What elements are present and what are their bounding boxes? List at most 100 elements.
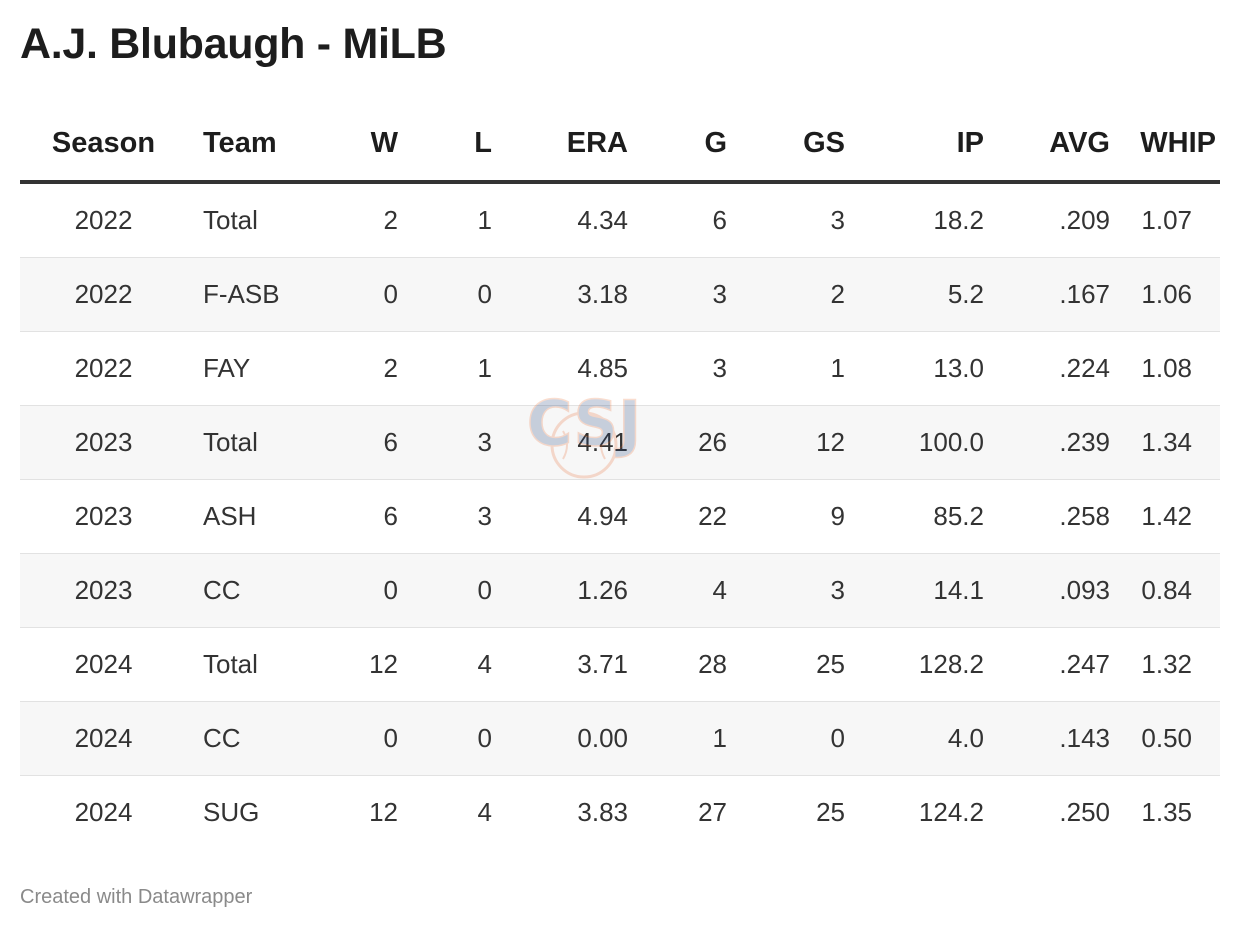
cell-avg: .239 [998, 405, 1124, 480]
cell-team: F-ASB [187, 257, 311, 332]
cell-team: CC [187, 701, 311, 776]
cell-gs: 3 [741, 182, 859, 258]
cell-season: 2023 [20, 479, 187, 554]
col-header-season[interactable]: Season [20, 106, 187, 184]
cell-w: 2 [311, 331, 412, 406]
cell-season: 2024 [20, 627, 187, 702]
cell-avg: .247 [998, 627, 1124, 702]
cell-gs: 25 [741, 627, 859, 702]
cell-ip: 85.2 [859, 479, 998, 554]
cell-g: 28 [642, 627, 741, 702]
table-row: 2023 Total 6 3 4.41 26 12 100.0.239 1.34 [20, 405, 1220, 480]
cell-g: 6 [642, 182, 741, 258]
col-header-era[interactable]: ERA [505, 106, 642, 184]
cell-team: FAY [187, 331, 311, 406]
cell-w: 12 [369, 797, 398, 827]
cell-g: 26 [642, 405, 741, 480]
table-body: 2022 Total 2 1 4.34 6 3 18.2.209 1.07 2022 F-ASB 0 0… [20, 182, 1220, 849]
cell-avg: .258 [998, 479, 1124, 554]
cell-whip: 1.34 [1124, 405, 1220, 480]
cell-g: 3 [642, 331, 741, 406]
cell-l: 1 [412, 182, 505, 258]
cell-l: 0 [412, 701, 505, 776]
cell-whip: 1.32 [1124, 627, 1220, 702]
cell-g: 1 [642, 701, 741, 776]
table-row: 2024 CC 0 0 0.00 1 0 4.0.143 0.50 [20, 701, 1220, 776]
cell-team: ASH [187, 479, 311, 554]
cell-gs: 25 [816, 797, 845, 827]
col-header-gs[interactable]: GS [741, 106, 859, 184]
cell-gs: 2 [741, 257, 859, 332]
cell-g: 27 [698, 797, 727, 827]
cell-season: 2023 [20, 553, 187, 628]
cell-g: 4 [642, 553, 741, 628]
table-row: 2023 CC 0 0 1.26 4 3 14.1.093 0.84 [20, 553, 1220, 628]
cell-era: 4.34 [505, 182, 642, 258]
cell-l: 0 [412, 553, 505, 628]
cell-ip: 128.2 [859, 627, 998, 702]
cell-gs: 9 [741, 479, 859, 554]
col-header-whip[interactable]: WHIP [1124, 106, 1220, 184]
cell-w: 0 [311, 553, 412, 628]
cell-gs: 1 [741, 331, 859, 406]
cell-gs: 3 [741, 553, 859, 628]
cell-w: 0 [311, 701, 412, 776]
cell-ip: 4.0 [859, 701, 998, 776]
cell-g: 22 [642, 479, 741, 554]
stats-table: Season Team W L ERA G GS IP AVG WHIP 202… [20, 106, 1220, 849]
table-row: 2022 FAY 2 1 4.85 3 1 13.0.224 1.08 [20, 331, 1220, 406]
col-header-w[interactable]: W [311, 106, 412, 184]
cell-era: 3.71 [505, 627, 642, 702]
cell-whip: 1.08 [1124, 331, 1220, 406]
cell-team: Total [187, 405, 311, 480]
cell-avg: .143 [998, 701, 1124, 776]
footer-credit[interactable]: Created with Datawrapper [20, 886, 253, 908]
cell-whip: 1.35 [1141, 797, 1192, 827]
cell-l: 0 [412, 257, 505, 332]
col-header-team[interactable]: Team [187, 106, 311, 184]
cell-l: 3 [412, 479, 505, 554]
cell-ip: 14.1 [859, 553, 998, 628]
table-header-row: Season Team W L ERA G GS IP AVG WHIP [20, 106, 1220, 184]
table-row: 2023 ASH 6 3 4.94 22 9 85.2.258 1.42 [20, 479, 1220, 554]
cell-l: 1 [412, 331, 505, 406]
cell-season: 2023 [20, 405, 187, 480]
col-header-g[interactable]: G [642, 106, 741, 184]
cell-avg: .093 [998, 553, 1124, 628]
cell-w: 0 [311, 257, 412, 332]
cell-w: 2 [311, 182, 412, 258]
col-header-ip[interactable]: IP [859, 106, 998, 184]
cell-season: 2022 [20, 257, 187, 332]
cell-ip: 5.2 [859, 257, 998, 332]
col-header-avg[interactable]: AVG [998, 106, 1124, 184]
cell-era: 4.85 [505, 331, 642, 406]
table-row: 2024 SUG 12 4 3.83 27 25 124.2 .250 1.35 [20, 776, 1220, 850]
cell-season: 2022 [20, 182, 187, 258]
cell-era: 3.18 [505, 257, 642, 332]
cell-team: CC [187, 553, 311, 628]
cell-l: 3 [412, 405, 505, 480]
cell-team: Total [187, 627, 311, 702]
cell-whip: 0.84 [1124, 553, 1220, 628]
cell-w: 12 [311, 627, 412, 702]
col-header-l[interactable]: L [412, 106, 505, 184]
cell-ip: 100.0 [859, 405, 998, 480]
cell-whip: 1.06 [1124, 257, 1220, 332]
cell-w: 6 [311, 479, 412, 554]
cell-w: 6 [311, 405, 412, 480]
cell-avg: .224 [998, 331, 1124, 406]
table-row: 2022 Total 2 1 4.34 6 3 18.2.209 1.07 [20, 182, 1220, 258]
cell-team: Total [187, 182, 311, 258]
cell-whip: 1.07 [1124, 182, 1220, 258]
cell-season: 2024 [74, 797, 133, 827]
cell-ip: 13.0 [859, 331, 998, 406]
cell-avg: .250 [1059, 797, 1110, 827]
cell-era: 3.83 [577, 797, 628, 827]
cell-season: 2024 [20, 701, 187, 776]
cell-era: 1.26 [505, 553, 642, 628]
cell-whip: 1.42 [1124, 479, 1220, 554]
cell-ip: 124.2 [918, 797, 984, 827]
cell-era: 4.41 [505, 405, 642, 480]
cell-l: 4 [477, 797, 492, 827]
cell-avg: .167 [998, 257, 1124, 332]
